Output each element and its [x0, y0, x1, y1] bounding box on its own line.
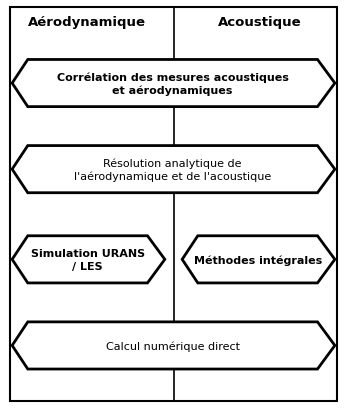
Text: Calcul numérique direct: Calcul numérique direct [105, 340, 240, 351]
Text: Aérodynamique: Aérodynamique [28, 16, 146, 29]
Polygon shape [182, 236, 335, 283]
Polygon shape [12, 322, 335, 369]
Text: Résolution analytique de
l'aérodynamique et de l'acoustique: Résolution analytique de l'aérodynamique… [74, 158, 271, 182]
Text: Corrélation des mesures acoustiques
et aérodynamiques: Corrélation des mesures acoustiques et a… [57, 72, 289, 96]
Text: Méthodes intégrales: Méthodes intégrales [194, 254, 322, 265]
Text: Acoustique: Acoustique [219, 16, 302, 29]
Polygon shape [12, 146, 335, 193]
Polygon shape [12, 60, 335, 107]
Text: Simulation URANS
/ LES: Simulation URANS / LES [31, 249, 145, 271]
Polygon shape [12, 236, 165, 283]
